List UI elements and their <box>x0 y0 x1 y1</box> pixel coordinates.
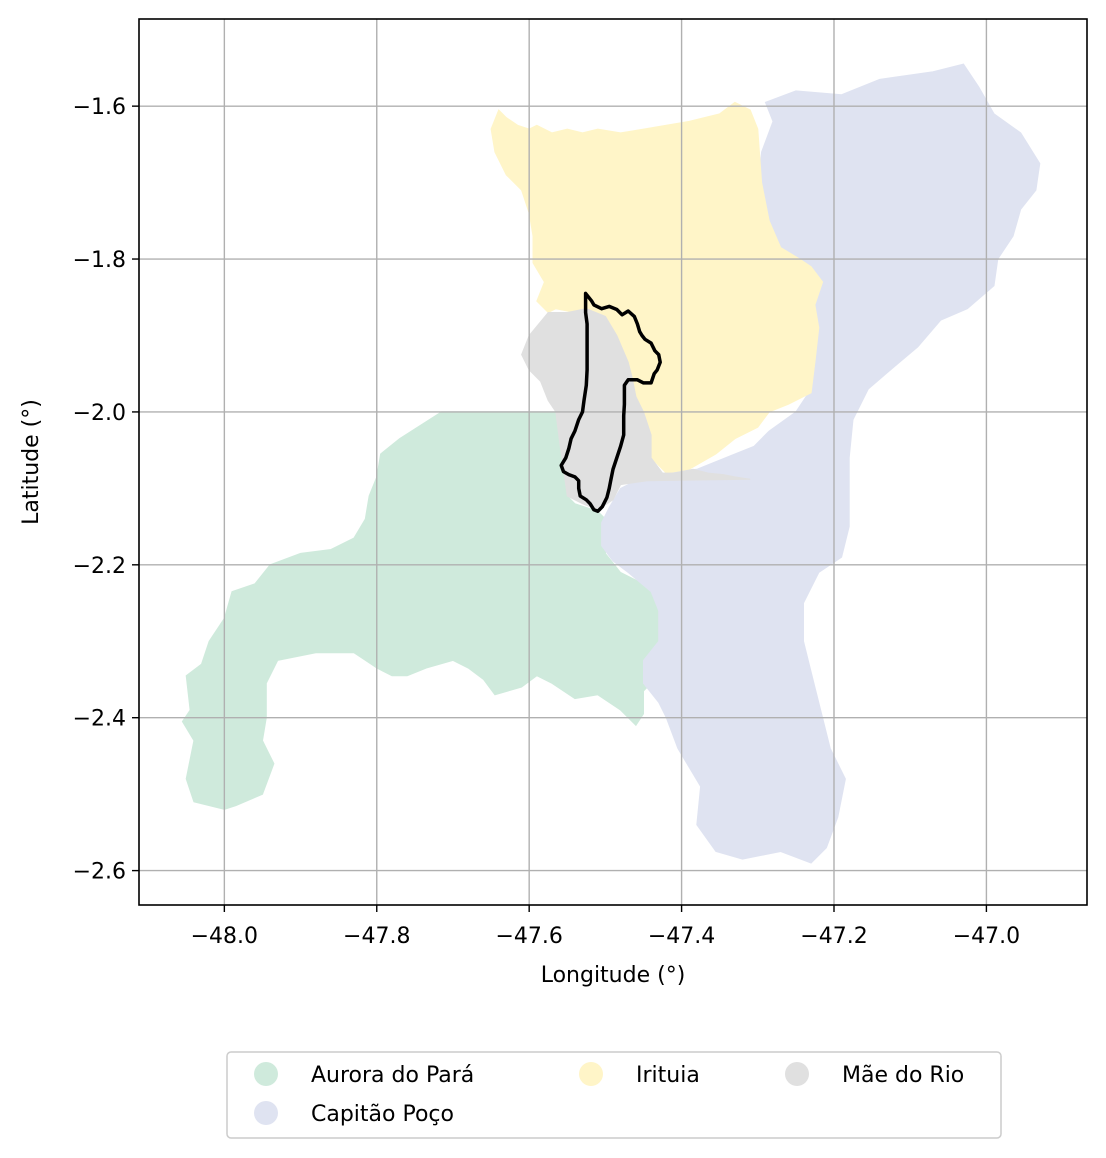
x-axis-ticks: −48.0 −47.8 −47.6 −47.4 −47.2 −47.0 <box>191 905 1020 949</box>
y-tick-label-0: −1.6 <box>73 95 126 120</box>
y-tick-label-3: −2.2 <box>73 554 126 579</box>
y-tick-label-1: −1.8 <box>73 248 126 273</box>
x-axis-title: Longitude (°) <box>541 963 686 988</box>
axes-frame <box>138 18 1088 906</box>
x-tick-label-5: −47.0 <box>953 924 1020 949</box>
x-tick-label-0: −48.0 <box>191 924 258 949</box>
legend-label-irituia: Irituia <box>636 1063 700 1088</box>
legend-swatch-mae-do-rio <box>785 1062 809 1086</box>
x-tick-label-3: −47.4 <box>648 924 715 949</box>
x-tick-label-1: −47.8 <box>343 924 410 949</box>
region-mae-do-rio <box>521 308 751 511</box>
legend: Aurora do Pará Irituia Mãe do Rio Capitã… <box>226 1051 1002 1139</box>
x-tick-label-4: −47.2 <box>800 924 867 949</box>
x-tick-label-2: −47.6 <box>495 924 562 949</box>
y-axis-title: Latitude (°) <box>19 399 44 525</box>
y-tick-label-4: −2.4 <box>73 707 126 732</box>
regions-layer <box>181 63 1041 864</box>
grid-layer <box>139 19 1087 905</box>
legend-label-mae-do-rio: Mãe do Rio <box>842 1063 964 1088</box>
legend-swatch-irituia <box>579 1062 603 1086</box>
study-area-outline <box>559 291 662 514</box>
region-irituia <box>490 101 824 474</box>
y-axis-ticks: −1.6 −1.8 −2.0 −2.2 −2.4 −2.6 <box>73 95 139 885</box>
y-tick-label-2: −2.0 <box>73 401 126 426</box>
outline-layer <box>559 291 662 514</box>
legend-label-capitao-poco: Capitão Poço <box>311 1102 454 1127</box>
legend-swatch-aurora <box>254 1062 278 1086</box>
legend-swatch-capitao-poco <box>254 1101 278 1125</box>
y-tick-label-5: −2.6 <box>73 860 126 885</box>
region-capitao-poco <box>601 63 1041 864</box>
legend-label-aurora: Aurora do Pará <box>311 1063 474 1088</box>
